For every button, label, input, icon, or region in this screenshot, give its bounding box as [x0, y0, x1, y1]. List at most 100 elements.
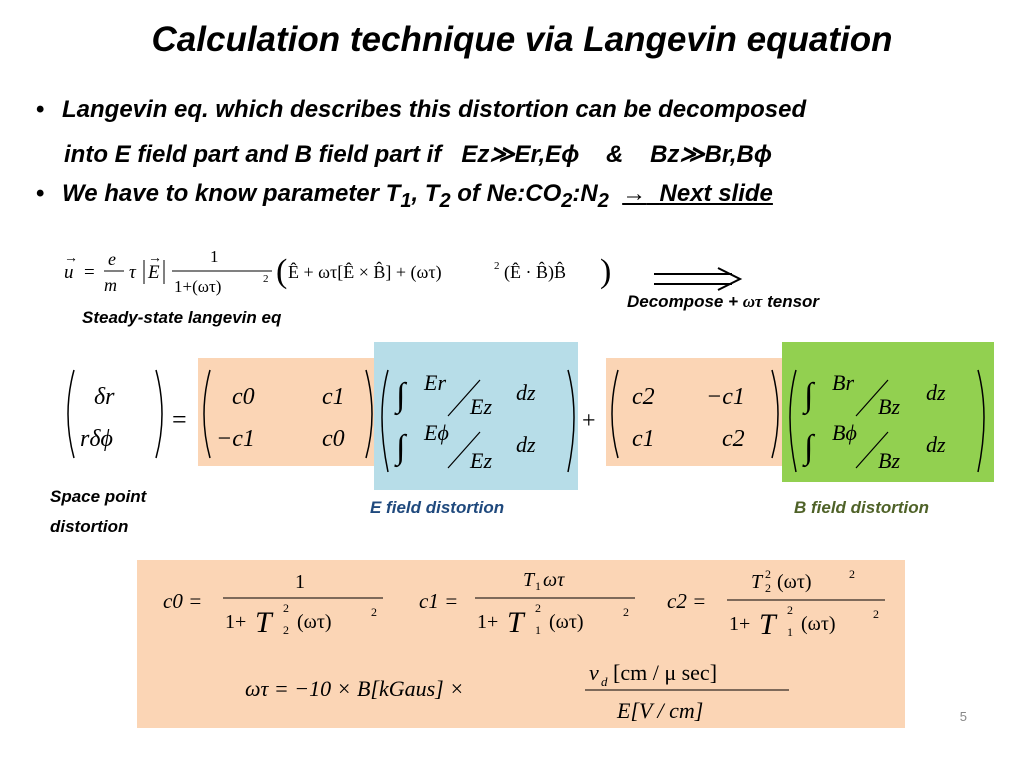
m2-paren-left: [611, 369, 619, 459]
eq-paren-right: ): [600, 253, 611, 290]
e-slash-2: [447, 431, 481, 469]
next-slide-link[interactable]: → Next slide: [622, 180, 773, 207]
e-ez-1: Ez: [469, 394, 492, 419]
lhs-paren-right: [155, 369, 163, 459]
wt-den: E[V / cm]: [616, 698, 703, 723]
m2-c1: c1: [632, 426, 655, 452]
eq-bracket: Ê + ωτ[Ê × B̂] + (ωτ): [288, 261, 442, 283]
lhs-paren-left: [67, 369, 75, 459]
m2-paren-right: [771, 369, 779, 459]
e-ez-2: Ez: [469, 448, 492, 473]
bullet-2-text-b: , T: [411, 180, 440, 207]
wt-num-sub: d: [601, 674, 608, 689]
c2-den-T: T: [759, 608, 778, 641]
e-ephi: Eϕ: [423, 420, 449, 445]
c1-den-a: 1+: [477, 611, 498, 633]
eq-E: E: [147, 262, 160, 283]
c1-num-b: ωτ: [543, 569, 565, 591]
eq-tau: τ: [129, 262, 137, 283]
eq-one: 1: [210, 247, 219, 266]
c1-den-b: (ωτ): [549, 611, 584, 633]
eq-equals: =: [84, 262, 95, 283]
bullet-2-sub-3: 2: [561, 189, 573, 212]
e-slash-1: [447, 379, 481, 417]
e-dz-1: dz: [516, 380, 536, 405]
space-point-line-2: distortion: [50, 517, 129, 536]
c2-num-sup: 2: [765, 567, 771, 581]
eq-E-arrow: →: [148, 251, 162, 266]
b-int-2: ∫: [802, 429, 816, 468]
bullet-2-sub-4: 2: [597, 189, 609, 212]
b-slash-2: [855, 431, 889, 469]
m2-c2: c2: [632, 384, 655, 410]
condition-e-field: Ez≫Er,Eϕ: [461, 141, 580, 168]
bullet-2: • We have to know parameter T1, T2 of Ne:…: [36, 180, 773, 213]
matrix-equation: δr rδϕ = c0 c1 −c1 c0 ∫ Er Ez dz ∫ Eϕ Ez…: [67, 369, 985, 473]
c2-den-sub: 1: [787, 625, 793, 639]
b-field-box: [782, 342, 994, 482]
c2-den-sup: 2: [787, 603, 793, 617]
b-field-distortion-label: B field distortion: [794, 498, 930, 517]
decompose-text-a: Decompose +: [627, 292, 739, 311]
c1-den-sup: 2: [535, 601, 541, 615]
e-field-box: [374, 342, 578, 490]
b-dz-2: dz: [926, 432, 946, 457]
e-int-2: ∫: [394, 429, 408, 468]
m1-c0b: c0: [322, 426, 345, 452]
m1-neg-c1: −c1: [216, 426, 255, 452]
bullet-2-sub-2: 2: [439, 189, 451, 212]
bullet-dot: •: [36, 96, 45, 123]
b-bz-2: Bz: [878, 448, 900, 473]
c2-den-exp: 2: [873, 607, 879, 621]
eq-u-arrow: →: [64, 251, 78, 266]
c0-den-T: T: [255, 606, 274, 639]
eq-bracket-tail: (Ê · B̂)B̂: [504, 261, 566, 283]
b-paren-right: [977, 369, 985, 473]
c2-num-T: T: [751, 571, 764, 593]
c0-num: 1: [295, 571, 305, 593]
eq-e: e: [108, 249, 116, 269]
b-slash-1: [855, 379, 889, 417]
c0-den-b: (ωτ): [297, 611, 332, 633]
m2-neg-c1: −c1: [706, 384, 745, 410]
bullet-dot: •: [36, 180, 45, 207]
c0-den-a: 1+: [225, 611, 246, 633]
m2-c2b: c2: [722, 426, 745, 452]
lhs-dr: δr: [94, 384, 115, 410]
bullet-2-text-c: of Ne:CO: [450, 180, 562, 207]
bullet-2-text-a: We have to know parameter T: [62, 180, 401, 207]
e-field-distortion-label: E field distortion: [370, 498, 505, 517]
c2-den-a: 1+: [729, 613, 750, 635]
m1-c1: c1: [322, 384, 345, 410]
steady-state-label: Steady-state langevin eq: [82, 308, 282, 327]
bullet-2-text-d: :N: [572, 180, 598, 207]
eq-u: u: [64, 262, 74, 283]
eq-bracket-exp: 2: [494, 260, 500, 272]
wt-num-v: v: [589, 660, 599, 685]
implies-arrow-icon: [654, 267, 743, 291]
b-paren-left: [789, 369, 797, 473]
b-int-1: ∫: [802, 377, 816, 416]
ampersand: &: [606, 141, 624, 168]
c0-den-sup: 2: [283, 601, 289, 615]
space-point-line-1: Space point: [50, 487, 147, 506]
lhs-rdphi: rδϕ: [80, 426, 113, 452]
m1-paren-left: [203, 369, 211, 459]
b-bz-1: Bz: [878, 394, 900, 419]
b-br: Br: [832, 370, 854, 395]
c1-den-T: T: [507, 606, 526, 639]
c2-num-exp: 2: [849, 567, 855, 581]
c0-lhs: c0 =: [163, 589, 202, 613]
bullet-1: • Langevin eq. which describes this disto…: [36, 96, 806, 124]
c2-num-b: (ωτ): [777, 571, 812, 593]
coefficients-equations: c0 = 1 1+ T 2 2 (ωτ) 2 c1 = T 1 ωτ 1+ T …: [163, 567, 885, 723]
c1-num-T: T: [523, 569, 536, 591]
next-slide-label: Next slide: [659, 180, 773, 207]
b-bphi: Bϕ: [832, 420, 857, 445]
bullet-1-line-2: into E field part and B field part if Ez…: [36, 140, 772, 169]
decompose-omegatau: ωτ: [742, 292, 763, 311]
coefficients-box: [137, 560, 905, 728]
slide-title: Calculation technique via Langevin equat…: [151, 20, 893, 59]
c2-den-b: (ωτ): [801, 613, 836, 635]
matrix-box-2: [606, 358, 784, 466]
